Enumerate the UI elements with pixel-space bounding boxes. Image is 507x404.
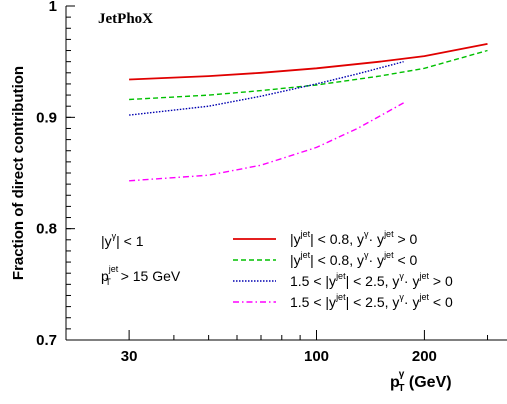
x-axis-title: pγ T (GeV) (390, 369, 452, 394)
annotation-pt-cut: pjet T > 15 GeV (101, 264, 181, 287)
legend-label: |yjet| < 0.8, yγ· yjet < 0 (290, 250, 418, 268)
series-line (129, 43, 488, 81)
x-axis-title-sup: γ (399, 369, 405, 380)
x-tick-label: 30 (121, 348, 138, 365)
series-line (129, 61, 404, 116)
x-axis-title-main: p (390, 374, 400, 391)
series-line (129, 49, 488, 101)
x-tick-label: 200 (412, 348, 437, 365)
x-axis-title-sub: T (398, 383, 404, 394)
y-ticks: 0.7 0.8 0.9 1 (36, 0, 75, 349)
legend-label: |yjet| < 0.8, yγ· yjet > 0 (290, 229, 418, 247)
y-tick-label: 0.8 (36, 221, 57, 238)
y-tick-label: 0.9 (36, 109, 57, 126)
series-group (129, 43, 488, 182)
x-tick-label: 100 (304, 348, 329, 365)
series-line (129, 102, 404, 182)
chart-title: JetPhoX (98, 11, 153, 27)
x-axis-title-unit: (GeV) (404, 374, 451, 391)
legend-label: 1.5 < |yjet| < 2.5, yγ· yjet > 0 (290, 271, 453, 289)
legend-item: 1.5 < |yjet| < 2.5, yγ· yjet < 0 (233, 292, 453, 310)
y-tick-label: 1 (49, 0, 57, 15)
y-axis-title: Fraction of direct contribution (10, 66, 27, 280)
annotations: |yγ| < 1 pjet T > 15 GeV (101, 231, 181, 287)
y-tick-label: 0.7 (36, 332, 57, 349)
legend-item: 1.5 < |yjet| < 2.5, yγ· yjet > 0 (233, 271, 453, 289)
x-ticks: 30 100 200 (65, 330, 489, 365)
legend: |yjet| < 0.8, yγ· yjet > 0 |yjet| < 0.8, … (233, 229, 453, 310)
legend-item: |yjet| < 0.8, yγ· yjet > 0 (233, 229, 418, 247)
plot-frame (65, 6, 507, 341)
legend-label: 1.5 < |yjet| < 2.5, yγ· yjet < 0 (290, 292, 453, 310)
legend-item: |yjet| < 0.8, yγ· yjet < 0 (233, 250, 418, 268)
annotation-y-cut: |yγ| < 1 (101, 231, 144, 249)
